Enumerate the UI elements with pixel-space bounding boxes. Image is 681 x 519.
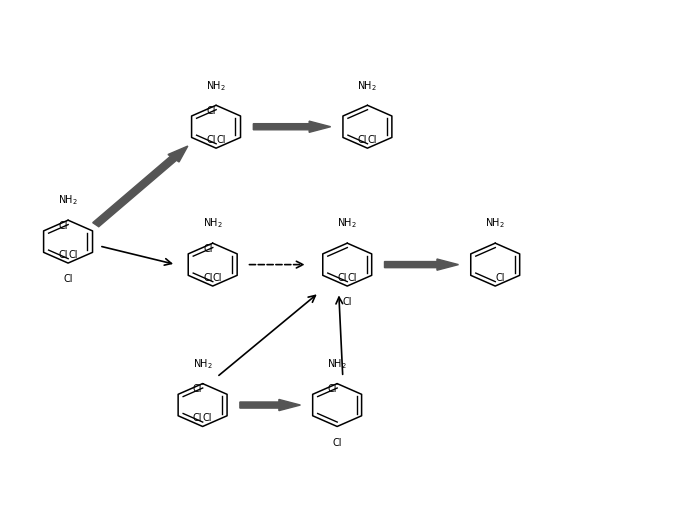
FancyArrow shape: [253, 121, 331, 132]
Text: Cl: Cl: [206, 135, 216, 145]
Text: NH$_2$: NH$_2$: [193, 357, 212, 371]
Text: Cl: Cl: [63, 275, 73, 284]
Text: Cl: Cl: [213, 273, 223, 283]
FancyArrow shape: [240, 400, 300, 411]
Text: Cl: Cl: [347, 273, 357, 283]
Text: NH$_2$: NH$_2$: [203, 216, 223, 230]
Text: Cl: Cl: [358, 135, 367, 145]
Text: NH$_2$: NH$_2$: [486, 216, 505, 230]
Text: Cl: Cl: [368, 135, 377, 145]
Text: Cl: Cl: [59, 221, 68, 231]
Text: Cl: Cl: [59, 250, 68, 260]
FancyArrow shape: [93, 146, 188, 227]
Text: Cl: Cl: [332, 438, 342, 448]
Text: Cl: Cl: [495, 273, 505, 283]
Text: NH$_2$: NH$_2$: [206, 79, 226, 92]
Text: Cl: Cl: [203, 413, 212, 424]
Text: NH$_2$: NH$_2$: [358, 79, 377, 92]
Text: Cl: Cl: [68, 250, 78, 260]
Text: Cl: Cl: [206, 106, 216, 116]
FancyArrow shape: [385, 259, 458, 270]
Text: Cl: Cl: [217, 135, 225, 145]
Text: Cl: Cl: [328, 384, 337, 394]
Text: Cl: Cl: [193, 413, 202, 424]
Text: Cl: Cl: [343, 297, 352, 307]
Text: Cl: Cl: [203, 273, 212, 283]
Text: NH$_2$: NH$_2$: [58, 194, 78, 208]
Text: NH$_2$: NH$_2$: [337, 216, 357, 230]
Text: Cl: Cl: [193, 384, 202, 394]
Text: Cl: Cl: [338, 273, 347, 283]
Text: Cl: Cl: [203, 244, 212, 254]
Text: NH$_2$: NH$_2$: [327, 357, 347, 371]
